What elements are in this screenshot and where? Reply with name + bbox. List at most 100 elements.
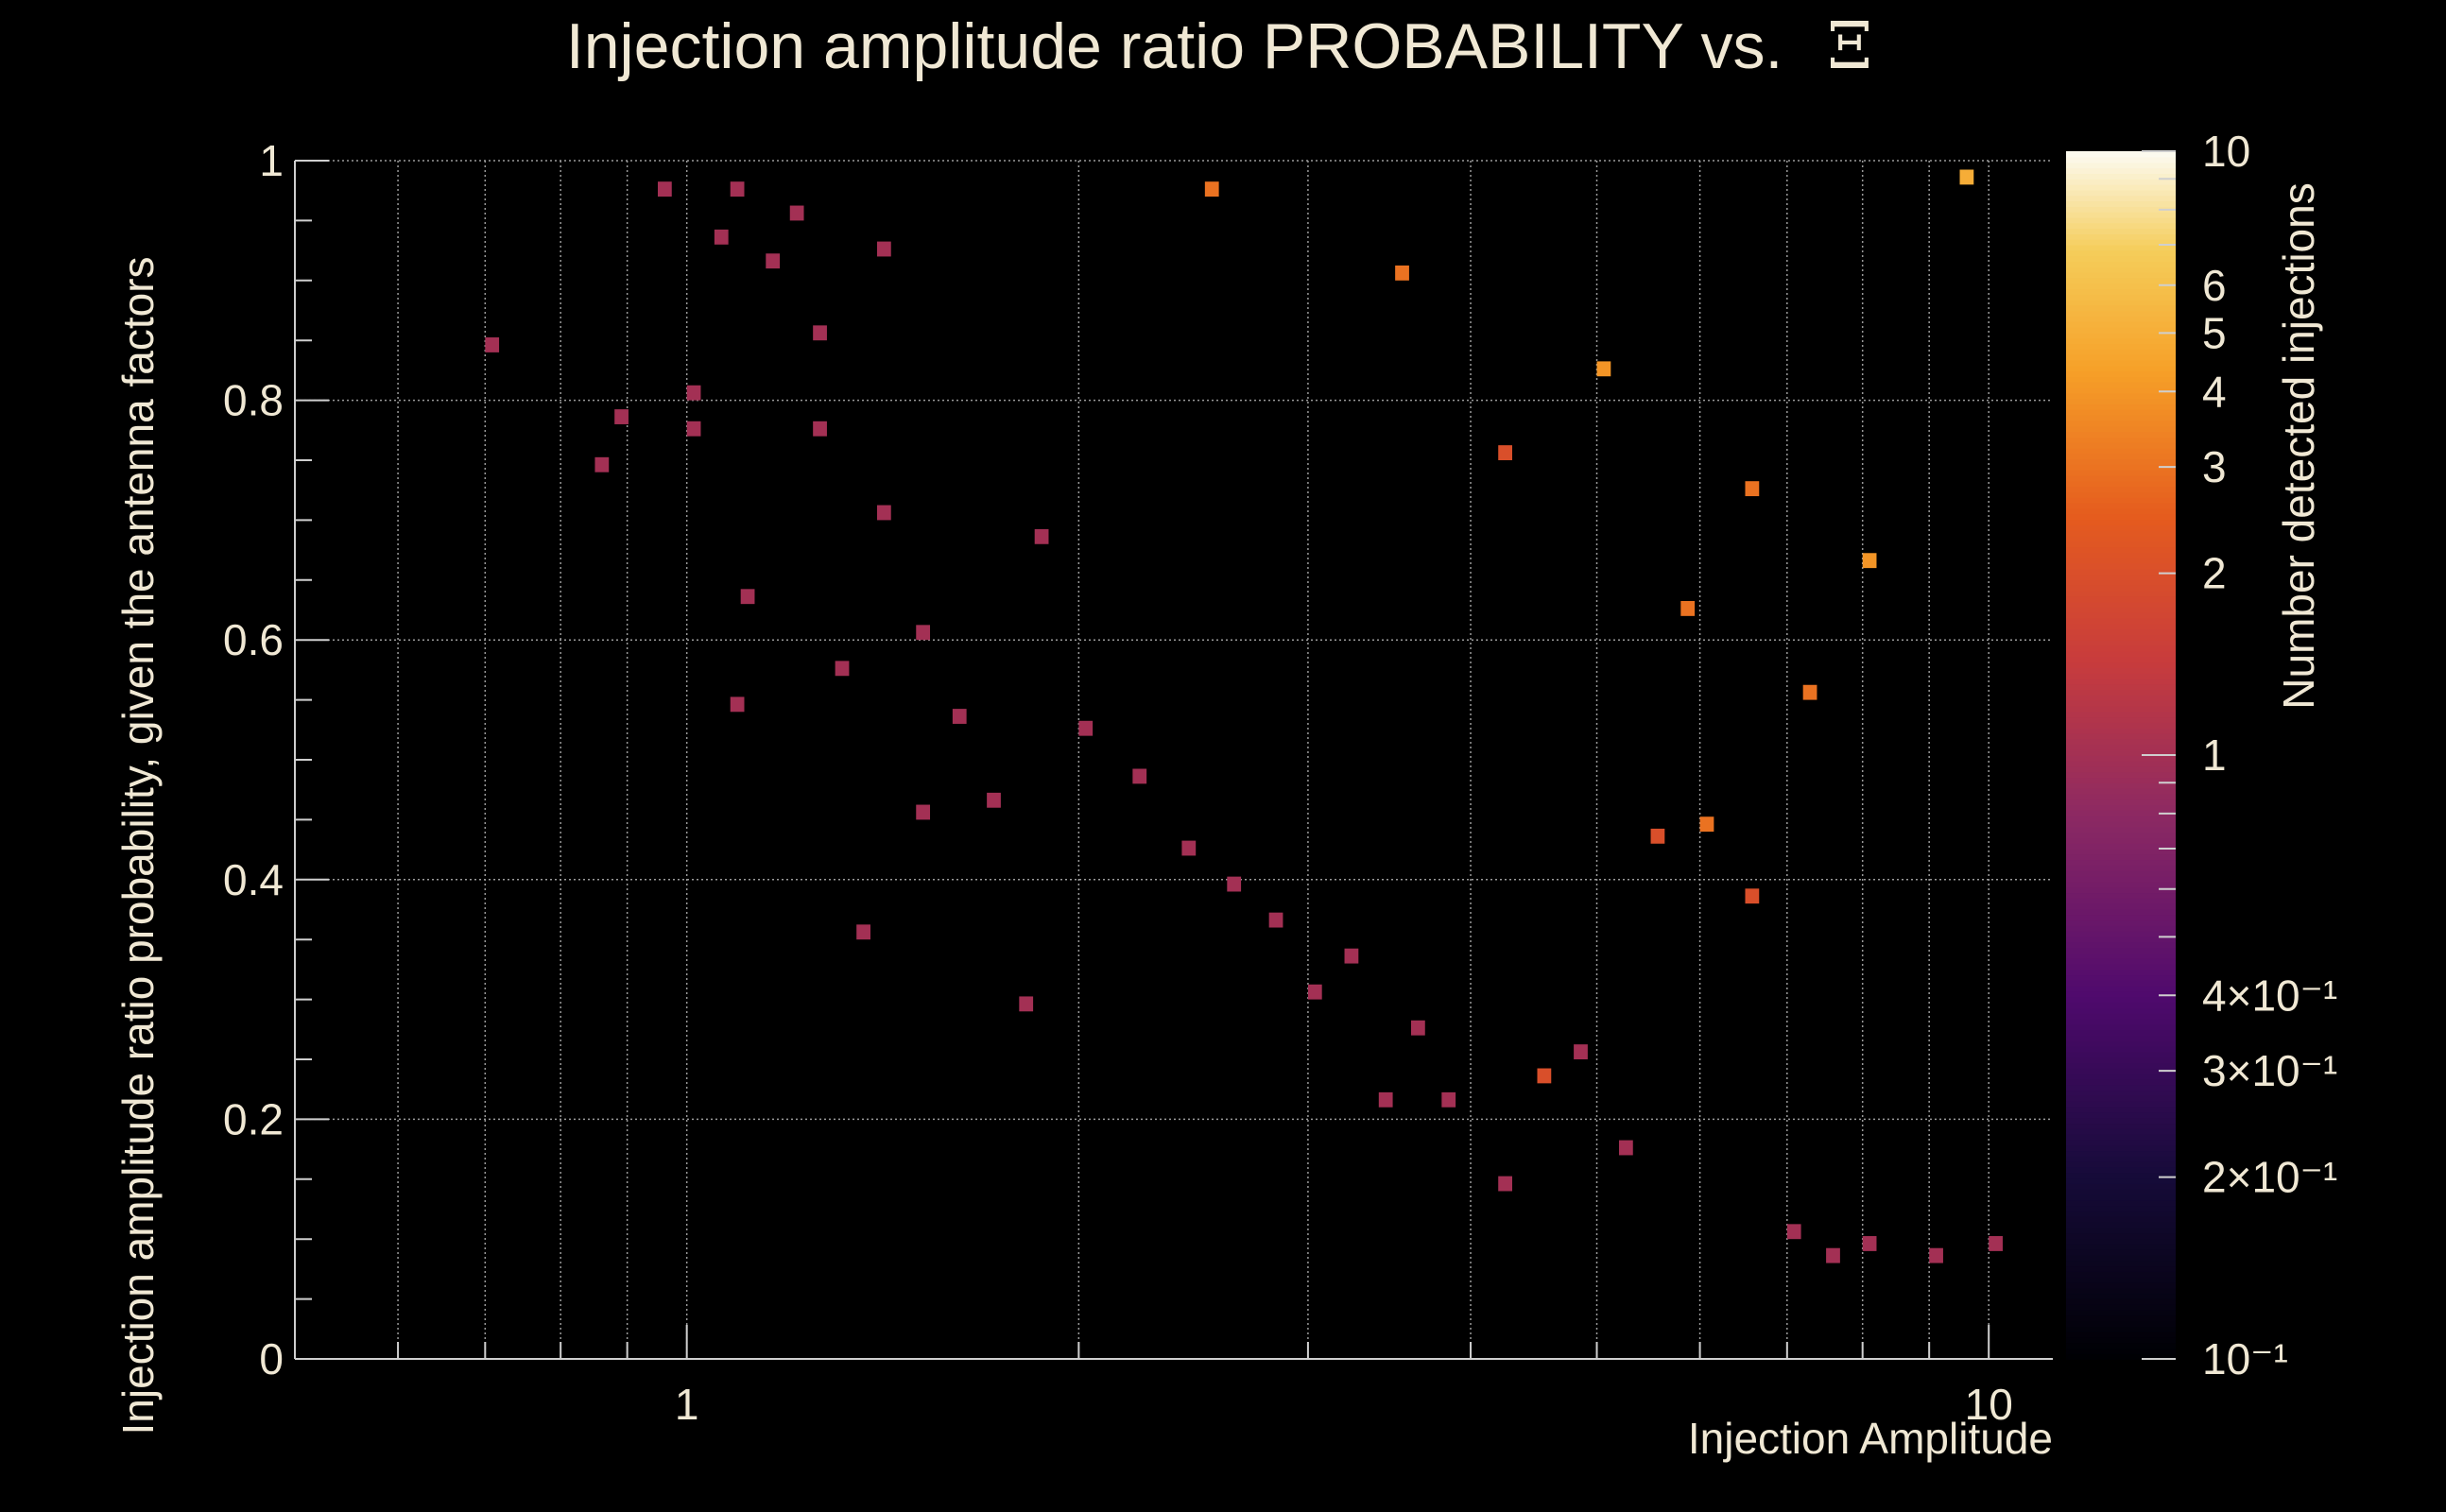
heatmap-cell <box>876 505 891 521</box>
colorbar-tick-label: 10⁻¹ <box>2202 1334 2288 1383</box>
colorbar-segment <box>2066 640 2176 646</box>
colorbar-tick-label: 4 <box>2202 367 2227 416</box>
heatmap-cell <box>686 385 701 401</box>
colorbar-segment <box>2066 832 2176 838</box>
colorbar-segment <box>2066 206 2176 213</box>
colorbar-segment <box>2066 266 2176 273</box>
colorbar-segment <box>2066 1254 2176 1262</box>
heatmap-cell <box>1862 553 1877 569</box>
heatmap-cell <box>1307 984 1322 1000</box>
colorbar-segment <box>2066 1194 2176 1201</box>
grid-lines <box>294 160 2053 1359</box>
colorbar-segment <box>2066 985 2176 992</box>
colorbar-segment <box>2066 541 2176 548</box>
colorbar-segment <box>2066 211 2176 218</box>
colorbar-segment <box>2066 1348 2176 1354</box>
colorbar-segment <box>2066 321 2176 328</box>
colorbar-segment <box>2066 1303 2176 1311</box>
colorbar-segment <box>2066 277 2176 284</box>
colorbar-segment <box>2066 1100 2176 1108</box>
colorbar-segment <box>2066 853 2176 861</box>
colorbar-segment <box>2066 1023 2176 1031</box>
colorbar-segment <box>2066 409 2176 416</box>
colorbar-segment <box>2066 1320 2176 1327</box>
colorbar-segment <box>2066 1331 2176 1338</box>
colorbar-segment <box>2066 1084 2176 1091</box>
colorbar-segment <box>2066 875 2176 883</box>
axes: 1 10 0 0.2 0.4 0.6 0.8 1 <box>223 136 2053 1429</box>
colorbar-segment <box>2066 738 2176 746</box>
colorbar-segment <box>2066 529 2176 537</box>
colorbar-tick-label: 2×10⁻¹ <box>2202 1153 2337 1202</box>
colorbar-segment <box>2066 865 2176 871</box>
colorbar-segment <box>2066 595 2176 603</box>
colorbar-segment <box>2066 524 2176 531</box>
y-tick-label: 0.8 <box>223 376 284 425</box>
colorbar-segment <box>2066 316 2176 322</box>
colorbar-segment <box>2066 233 2176 240</box>
heatmap-cell <box>987 792 1001 808</box>
colorbar-segment <box>2066 1232 2176 1239</box>
colorbar-segment <box>2066 584 2176 592</box>
colorbar-segment <box>2066 771 2176 779</box>
colorbar-segment <box>2066 1353 2176 1360</box>
colorbar-segment <box>2066 1326 2176 1332</box>
colorbar-segment <box>2066 387 2176 394</box>
colorbar-segment <box>2066 782 2176 789</box>
heatmap-cell <box>1378 1091 1393 1108</box>
colorbar-segment <box>2066 562 2176 570</box>
colorbar-segment <box>2066 1177 2176 1184</box>
heatmap-cell <box>1699 816 1714 833</box>
y-tick-label: 0 <box>259 1334 284 1383</box>
colorbar-segment <box>2066 974 2176 981</box>
colorbar-segment <box>2066 765 2176 773</box>
colorbar-segment <box>2066 474 2176 482</box>
colorbar-tick-label: 2 <box>2202 549 2227 598</box>
heatmap-cell <box>1786 1224 1801 1240</box>
colorbar-segment <box>2066 667 2176 674</box>
colorbar-segment <box>2066 672 2176 679</box>
colorbar-segment <box>2066 1040 2176 1047</box>
colorbar-segment <box>2066 1172 2176 1179</box>
colorbar-segment <box>2066 376 2176 383</box>
heatmap-cell <box>1959 169 1974 185</box>
colorbar-segment <box>2066 799 2176 806</box>
heatmap-cell <box>1078 720 1094 736</box>
colorbar-segment <box>2066 486 2176 492</box>
colorbar-segment <box>2066 288 2176 295</box>
colorbar-segment <box>2066 908 2176 916</box>
colorbar-segment <box>2066 1029 2176 1037</box>
color-scale-bar: 10 65 4 3 2 1 4×10⁻¹ 3×10⁻¹ 2×10⁻¹ 10⁻¹ <box>2066 127 2337 1383</box>
colorbar-segment <box>2066 744 2176 750</box>
colorbar-segment <box>2066 837 2176 844</box>
colorbar-segment <box>2066 662 2176 668</box>
colorbar-segment <box>2066 1106 2176 1113</box>
colorbar-segment <box>2066 925 2176 932</box>
colorbar-tick-label: 4×10⁻¹ <box>2202 971 2337 1020</box>
heatmap-cell <box>1989 1236 2003 1251</box>
colorbar-segment <box>2066 167 2176 175</box>
colorbar-segment <box>2066 787 2176 795</box>
colorbar-segment <box>2066 930 2176 937</box>
colorbar-segment <box>2066 299 2176 306</box>
x-axis-title: Injection Amplitude <box>1688 1414 2053 1463</box>
colorbar-segment <box>2066 689 2176 696</box>
colorbar-segment <box>2066 1095 2176 1102</box>
heatmap-cell <box>1802 684 1817 700</box>
colorbar-segment <box>2066 886 2176 894</box>
colorbar-segment <box>2066 1293 2176 1299</box>
y-tick-label: 0.6 <box>223 615 284 664</box>
colorbar-segment <box>2066 760 2176 767</box>
heatmap-cell <box>813 325 827 341</box>
heatmap-cell <box>730 696 745 713</box>
colorbar-segment <box>2066 1035 2176 1041</box>
colorbar-segment <box>2066 392 2176 400</box>
colorbar-segment <box>2066 1221 2176 1228</box>
colorbar-segment <box>2066 453 2176 460</box>
colorbar-segment <box>2066 370 2176 377</box>
heatmap-cell <box>740 589 755 605</box>
colorbar-segment <box>2066 722 2176 729</box>
colorbar-segment <box>2066 1007 2176 1014</box>
y-tick-label: 0.2 <box>223 1094 284 1143</box>
heatmap-cell <box>1498 1176 1512 1192</box>
